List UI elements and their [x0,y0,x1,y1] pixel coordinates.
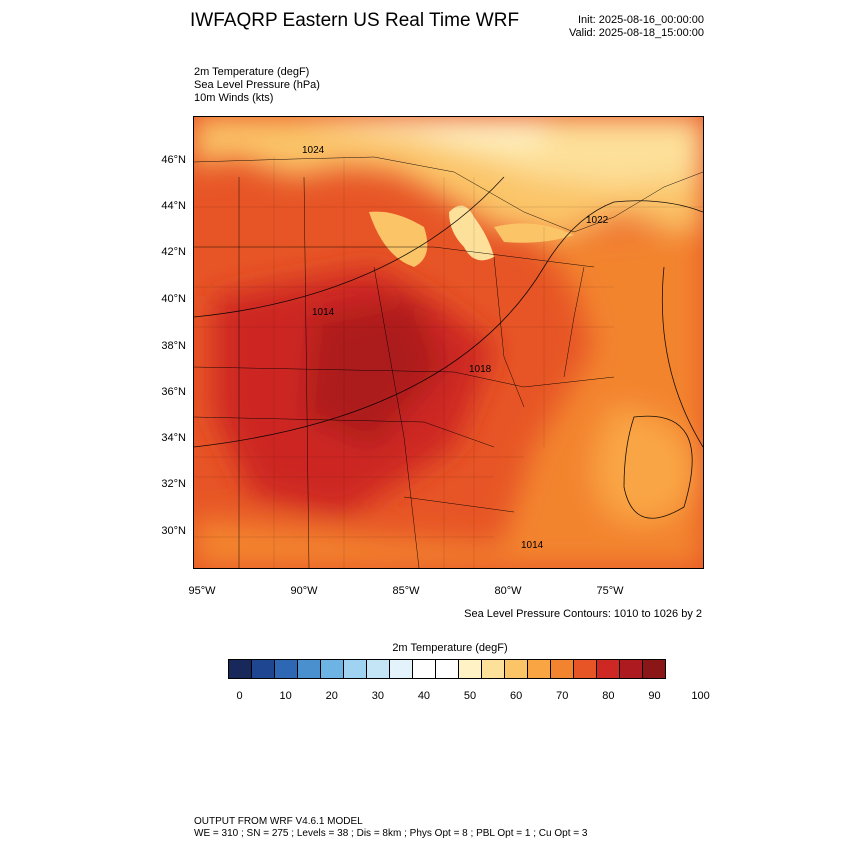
footer-line: OUTPUT FROM WRF V4.6.1 MODEL [194,816,363,827]
colorbar-cell [482,660,505,678]
colorbar-cell [275,660,298,678]
colorbar-label: 0 [236,690,243,702]
colorbar-cell [298,660,321,678]
temperature-field [194,117,703,568]
colorbar-cell [252,660,275,678]
model-footer: OUTPUT FROM WRF V4.6.1 MODEL WE = 310 ; … [194,816,587,840]
pressure-label: 1018 [469,364,492,375]
colorbar-cell [643,660,665,678]
colorbar-cell [413,660,436,678]
colorbar-label: 100 [691,690,710,702]
lat-label: 44°N [161,200,186,212]
run-times: Init: 2025-08-16_00:00:00 Valid: 2025-08… [520,14,704,40]
field-sea-level-pressure: Sea Level Pressure (hPa) [194,79,320,91]
lat-label: 42°N [161,246,186,258]
colorbar-cell [344,660,367,678]
lon-label: 90°W [290,585,318,597]
pressure-label: 1014 [521,540,544,551]
lon-label: 95°W [188,585,216,597]
colorbar-label: 80 [602,690,615,702]
lat-label: 46°N [161,154,186,166]
init-time: Init: 2025-08-16_00:00:00 [578,14,704,26]
contour-note: Sea Level Pressure Contours: 1010 to 102… [464,608,702,620]
weather-map: 1024 1022 1014 1018 1014 [193,116,704,569]
map-canvas: 1024 1022 1014 1018 1014 [194,117,703,568]
lat-label: 40°N [161,293,186,305]
lat-label: 32°N [161,478,186,490]
pressure-labels: 1024 1022 1014 1018 1014 [302,145,609,551]
pressure-label: 1022 [586,215,609,226]
field-list: 2m Temperature (degF) Sea Level Pressure… [194,66,320,105]
colorbar-label: 40 [417,690,431,702]
colorbar-cell [367,660,390,678]
colorbar-title: 2m Temperature (degF) [392,642,508,654]
valid-time: Valid: 2025-08-18_15:00:00 [569,27,704,39]
lon-label: 80°W [494,585,522,597]
colorbar-cell [597,660,620,678]
footer-line: WE = 310 ; SN = 275 ; Levels = 38 ; Dis … [194,828,588,839]
colorbar-cell [528,660,551,678]
lon-label: 75°W [596,585,624,597]
pressure-label: 1024 [302,145,325,156]
colorbar-cell [459,660,482,678]
pressure-label: 1014 [312,307,335,318]
colorbar-cell [574,660,597,678]
lon-label: 85°W [392,585,420,597]
colorbar-label: 30 [371,690,384,702]
colorbar-label: 60 [510,690,523,702]
colorbar-label: 90 [648,690,661,702]
colorbar-label: 50 [463,690,477,702]
field-winds: 10m Winds (kts) [194,92,274,104]
colorbar-label: 10 [279,690,292,702]
lat-label: 30°N [161,525,186,537]
colorbar-cell [551,660,574,678]
colorbar-cell [505,660,528,678]
field-temperature: 2m Temperature (degF) [194,66,310,78]
lat-label: 34°N [161,432,186,444]
lat-label: 36°N [161,386,186,398]
colorbar-cell [229,660,252,678]
page-title: IWFAQRP Eastern US Real Time WRF [190,10,520,31]
colorbar-cell [436,660,459,678]
colorbar [228,659,666,679]
colorbar-cell [321,660,344,678]
colorbar-label: 70 [556,690,569,702]
colorbar-cell [390,660,413,678]
colorbar-label: 20 [325,690,338,702]
lat-label: 38°N [161,340,186,352]
colorbar-cell [620,660,643,678]
